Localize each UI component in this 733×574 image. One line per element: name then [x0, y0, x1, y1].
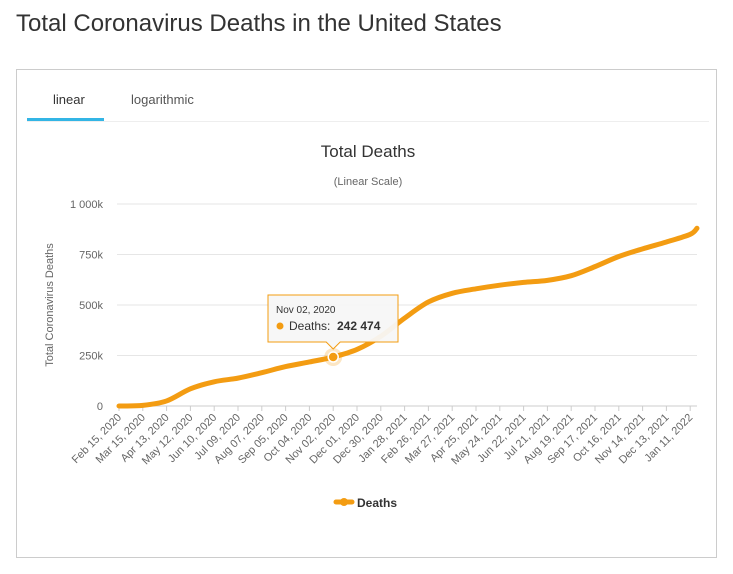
y-tick-label: 750k [79, 250, 103, 262]
y-axis-title: Total Coronavirus Deaths [44, 243, 56, 367]
data-point[interactable] [136, 398, 150, 412]
data-point[interactable] [207, 375, 221, 389]
tooltip-date: Nov 02, 2020 [276, 305, 336, 316]
tab-logarithmic[interactable]: logarithmic [131, 92, 194, 107]
data-point[interactable] [231, 371, 245, 385]
data-point[interactable] [183, 382, 197, 396]
data-point[interactable] [493, 278, 507, 292]
data-point[interactable] [112, 399, 126, 413]
y-tick-label: 250k [79, 351, 103, 363]
data-point[interactable] [279, 360, 293, 374]
hover-point[interactable] [327, 351, 339, 363]
data-point[interactable] [636, 242, 650, 256]
legend-label: Deaths [357, 496, 397, 510]
data-point[interactable] [302, 355, 316, 369]
legend-item-deaths[interactable]: Deaths [333, 496, 397, 510]
tooltip-box [267, 294, 399, 350]
tooltip-value: 242 474 [337, 319, 381, 333]
chart-subtitle: (Linear Scale) [334, 176, 402, 188]
y-tick-label: 0 [97, 401, 103, 413]
data-point[interactable] [445, 286, 459, 300]
chart-title: Total Deaths [321, 142, 416, 161]
tab-linear[interactable]: linear [53, 92, 85, 107]
data-point[interactable] [659, 235, 673, 249]
legend-marker-icon [340, 498, 348, 506]
data-point[interactable] [350, 342, 364, 356]
scale-tabs: linear logarithmic [27, 87, 709, 122]
tooltip-series-marker [276, 322, 284, 330]
active-tab-indicator [27, 118, 104, 121]
data-point[interactable] [564, 269, 578, 283]
data-point[interactable] [517, 275, 531, 289]
data-point[interactable] [255, 366, 269, 380]
data-point[interactable] [469, 282, 483, 296]
data-point[interactable] [612, 250, 626, 264]
page-title: Total Coronavirus Deaths in the United S… [16, 10, 502, 37]
data-point[interactable] [421, 295, 435, 309]
data-point[interactable] [690, 221, 704, 235]
tooltip-label: Deaths: [289, 319, 330, 333]
y-tick-label: 1 000k [70, 199, 104, 211]
y-tick-label: 500k [79, 300, 103, 312]
data-point[interactable] [160, 394, 174, 408]
data-point[interactable] [540, 273, 554, 287]
data-point[interactable] [398, 311, 412, 325]
series-line-deaths[interactable] [116, 225, 700, 409]
data-point[interactable] [588, 260, 602, 274]
